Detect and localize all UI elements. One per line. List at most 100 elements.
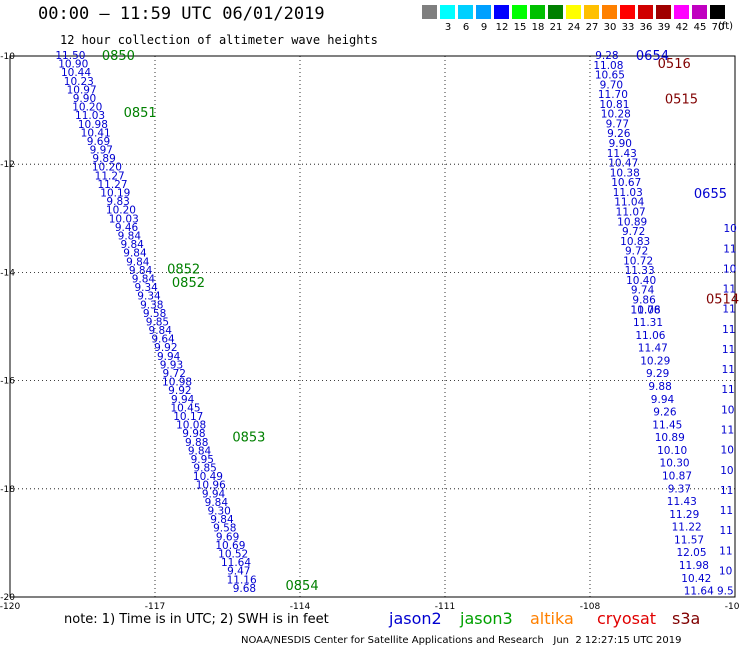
- wave-height-label: 10.20: [106, 205, 136, 217]
- wave-height-label: 9.88: [648, 381, 671, 393]
- wave-height-label: 10.89: [617, 216, 647, 228]
- wave-height-label: 11.33: [625, 265, 655, 277]
- wave-height-label: 9.46: [115, 222, 139, 234]
- wave-height-label: 9.72: [163, 368, 186, 380]
- wave-height-label: 9.84: [210, 514, 234, 526]
- wave-height-label: 9.94: [157, 351, 181, 363]
- time-label: 0516: [658, 57, 691, 72]
- wave-height-label: 11: [722, 364, 735, 376]
- wave-height-label: 9.84: [129, 265, 153, 277]
- time-label: 0854: [286, 579, 319, 594]
- scale-label: 45: [693, 22, 707, 33]
- wave-height-label: 9.5: [717, 586, 734, 598]
- footer-note: note: 1) Time is in UTC; 2) SWH is in fe…: [64, 612, 329, 627]
- wave-height-label: 11.04: [614, 197, 644, 209]
- wave-height-label: 11: [723, 243, 736, 255]
- wave-height-label: 11.16: [227, 574, 257, 586]
- scale-label: 18: [531, 22, 545, 33]
- wave-height-label: 9.47: [227, 566, 250, 578]
- wave-height-label: 11: [721, 424, 734, 436]
- scale-swatch: [512, 5, 527, 19]
- scale-label: 33: [621, 22, 635, 33]
- wave-height-label: 11.27: [97, 179, 127, 191]
- wave-height-label: 10.76: [631, 304, 661, 316]
- wave-height-label: 9.84: [120, 239, 144, 251]
- wave-height-label: 9.94: [171, 394, 195, 406]
- color-scale-unit: (ft): [718, 21, 734, 32]
- wave-height-label: 9.84: [205, 497, 229, 509]
- wave-height-label: 10.29: [640, 355, 670, 367]
- wave-height-label: 10: [720, 465, 733, 477]
- wave-height-label: 10.23: [64, 76, 94, 88]
- wave-height-label: 9.58: [213, 523, 236, 535]
- wave-height-label: 11.57: [674, 534, 704, 546]
- wave-height-label: 11.03: [75, 110, 105, 122]
- wave-height-label: 10.41: [81, 127, 111, 139]
- wave-height-label: 10.03: [109, 213, 139, 225]
- wave-height-label: 10.40: [626, 275, 656, 287]
- scale-swatch: [494, 5, 509, 19]
- wave-height-label: 9.85: [193, 463, 216, 475]
- time-label: 0852: [167, 263, 200, 278]
- wave-height-label: 10: [721, 445, 734, 457]
- scale-swatch: [710, 5, 725, 19]
- y-tick-label: -10: [0, 52, 15, 62]
- y-tick-label: -16: [0, 377, 15, 387]
- wave-height-label: 11.70: [598, 89, 628, 101]
- wave-height-label: 10.89: [655, 432, 685, 444]
- wave-height-label: 10.69: [215, 540, 245, 552]
- wave-height-label: 10.30: [660, 458, 690, 470]
- scale-label: 6: [462, 22, 470, 33]
- y-tick-label: -20: [0, 593, 15, 603]
- wave-height-label: 11: [719, 545, 732, 557]
- wave-height-label: 9.84: [132, 273, 156, 285]
- wave-height-label: 11.31: [633, 317, 663, 329]
- scale-swatch: [440, 5, 455, 19]
- wave-height-label: 9.70: [600, 79, 623, 91]
- wave-height-label: 9.64: [151, 334, 175, 346]
- wave-height-label: 10.87: [662, 471, 692, 483]
- wave-height-label: 11.07: [616, 206, 646, 218]
- wave-height-label: 9.86: [632, 294, 656, 306]
- legend-jason3: jason3: [460, 609, 513, 628]
- time-label: 0514: [706, 292, 739, 307]
- scale-swatch: [530, 5, 545, 19]
- scale-label: 36: [639, 22, 653, 33]
- scale-label: 3: [444, 22, 452, 33]
- wave-height-label: 10.38: [610, 167, 640, 179]
- wave-height-label: 10.49: [193, 471, 223, 483]
- wave-height-label: 9.84: [123, 248, 147, 260]
- wave-height-label: 10.96: [196, 480, 226, 492]
- wave-height-label: 9.34: [134, 282, 158, 294]
- wave-height-label: 9.90: [73, 93, 96, 105]
- wave-height-label: 10.72: [623, 255, 653, 267]
- y-tick-label: -14: [0, 268, 15, 278]
- chart-title: 00:00 — 11:59 UTC 06/01/2019: [38, 4, 325, 24]
- wave-height-label: 9.83: [106, 196, 129, 208]
- wave-height-label: 9.58: [143, 308, 166, 320]
- wave-height-label: 10.83: [620, 236, 650, 248]
- wave-height-label: 9.69: [87, 136, 110, 148]
- wave-height-label: 12.05: [676, 547, 706, 559]
- wave-height-label: 11: [722, 344, 735, 356]
- scale-label: 21: [549, 22, 563, 33]
- scale-swatch: [602, 5, 617, 19]
- wave-height-label: 10.81: [599, 99, 629, 111]
- time-label: 0515: [665, 92, 698, 107]
- wave-height-label: 9.97: [90, 145, 113, 157]
- x-tick-label: -117: [145, 602, 165, 612]
- wave-height-label: 9.28: [595, 50, 618, 62]
- wave-height-label: 11.64: [221, 557, 251, 569]
- wave-height-label: 9.74: [631, 285, 655, 297]
- x-tick-label: -120: [0, 602, 20, 612]
- wave-height-label: 9.34: [137, 291, 161, 303]
- credit-line: NOAA/NESDIS Center for Satellite Applica…: [241, 635, 682, 646]
- wave-height-label: 10.98: [78, 119, 108, 131]
- wave-height-label: 10: [723, 263, 736, 275]
- wave-height-label: 10: [721, 404, 734, 416]
- wave-height-label: 9.38: [140, 299, 163, 311]
- wave-height-label: 10.44: [61, 67, 91, 79]
- wave-height-label: 11.03: [613, 187, 643, 199]
- wave-height-label: 10.20: [92, 162, 122, 174]
